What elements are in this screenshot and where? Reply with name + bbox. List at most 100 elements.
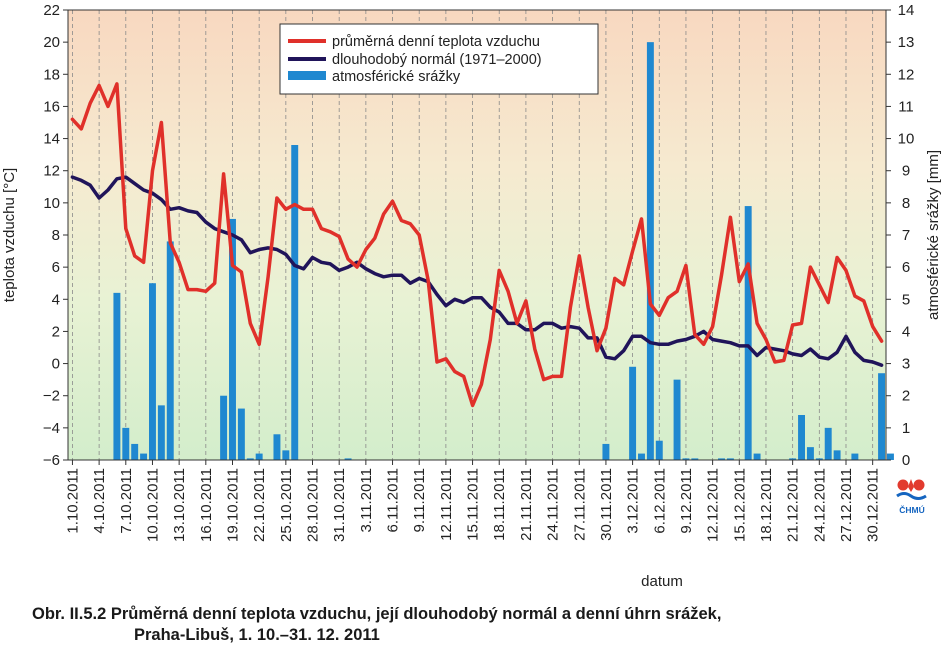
y-right-tick-label: 10 — [898, 131, 915, 148]
precipitation-bar — [886, 453, 894, 460]
x-tick-label: 1.10.2011 — [64, 468, 81, 534]
caption-line-1: Obr. II.5.2 Průměrná denní teplota vzduc… — [32, 605, 722, 623]
y-left-tick-label: 18 — [43, 66, 60, 83]
x-tick-label: 6.12.2011 — [651, 468, 668, 534]
precipitation-bar — [246, 458, 254, 460]
y-left-tick-label: 22 — [43, 2, 60, 19]
chmu-logo-text: ČHMÚ — [899, 505, 925, 515]
x-tick-label: 19.10.2011 — [224, 468, 241, 542]
x-tick-label: 27.11.2011 — [571, 468, 588, 541]
precipitation-bar — [237, 408, 245, 460]
precipitation-bar — [673, 379, 681, 460]
precipitation-bar — [655, 440, 663, 460]
legend-label-precipitation: atmosférické srážky — [332, 69, 461, 85]
y-right-tick-label: 12 — [898, 66, 915, 83]
x-axis-ticks: 1.10.2011 4.10.2011 7.10.2011 10.10.2011 13.… — [64, 460, 882, 542]
y-left-tick-label: 12 — [43, 163, 60, 180]
y-left-tick-label: 20 — [43, 34, 60, 51]
x-tick-label: 21.11.2011 — [518, 468, 535, 541]
y-right-tick-label: 1 — [902, 420, 910, 437]
precipitation-bar — [220, 395, 228, 460]
precipitation-bar — [878, 373, 886, 460]
y-right-tick-label: 6 — [902, 259, 910, 276]
chmu-logo-icon — [896, 479, 927, 500]
left-axis-ticks: −6 −4 −2 0 2 4 6 8 10 12 14 16 18 20 22 — [43, 2, 68, 469]
precipitation-bar — [806, 447, 814, 460]
y-left-tick-label: 8 — [52, 227, 60, 244]
chmu-logo: ČHMÚ — [892, 476, 932, 522]
x-tick-label: 22.10.2011 — [251, 468, 268, 542]
y-left-tick-label: −6 — [43, 452, 60, 469]
precipitation-bar — [798, 415, 806, 460]
x-tick-label: 28.10.2011 — [305, 468, 322, 542]
legend: průměrná denní teplota vzduchu dlouhodob… — [279, 23, 599, 95]
precipitation-bar — [753, 453, 761, 460]
precipitation-bar — [229, 218, 236, 460]
precipitation-bar — [629, 366, 637, 460]
precipitation-bar — [851, 453, 859, 460]
caption-line-2: Praha-Libuš, 1. 10.–31. 12. 2011 — [134, 626, 380, 644]
y-left-tick-label: 6 — [52, 259, 60, 276]
y-left-tick-label: 2 — [52, 323, 60, 340]
daily-temperature-line — [70, 82, 884, 408]
x-tick-label: 13.10.2011 — [171, 468, 188, 542]
x-tick-label: 7.10.2011 — [118, 468, 135, 534]
y-right-tick-label: 3 — [902, 356, 910, 373]
y-right-tick-label: 8 — [902, 195, 910, 212]
x-tick-label: 30.11.2011 — [598, 468, 615, 541]
precipitation-bar — [824, 427, 832, 460]
precipitation-bar — [291, 145, 299, 460]
x-tick-label: 9.11.2011 — [411, 468, 428, 533]
precipitation-bar — [602, 443, 610, 460]
precipitation-bar — [140, 453, 148, 460]
x-tick-label: 24.11.2011 — [545, 468, 562, 541]
x-tick-label: 9.12.2011 — [678, 468, 695, 534]
precipitation-bar — [638, 453, 645, 460]
y-right-tick-label: 5 — [902, 291, 910, 308]
legend-label-temperature: průměrná denní teplota vzduchu — [332, 34, 540, 50]
precipitation-bar — [122, 427, 130, 460]
precipitation-bar — [726, 458, 734, 460]
precipitation-bar — [113, 292, 121, 460]
precipitation-bar — [148, 283, 156, 460]
y-left-tick-label: −4 — [43, 420, 60, 437]
x-tick-label: 24.12.2011 — [811, 468, 828, 542]
y-right-tick-label: 13 — [898, 34, 915, 51]
precipitation-bars — [113, 42, 894, 461]
y-right-tick-label: 14 — [898, 2, 915, 19]
precipitation-bar — [166, 241, 174, 460]
temperature-lines — [70, 82, 884, 408]
precipitation-bar — [682, 458, 690, 460]
precipitation-bar — [157, 405, 165, 460]
precipitation-bar — [718, 458, 725, 460]
x-tick-label: 16.10.2011 — [198, 468, 215, 542]
x-axis-label: datum — [641, 573, 683, 590]
y-right-tick-label: 9 — [902, 163, 910, 180]
y-left-tick-label: −2 — [43, 388, 60, 405]
y-left-tick-label: 10 — [43, 195, 60, 212]
x-tick-label: 27.12.2011 — [838, 468, 855, 542]
x-tick-label: 31.10.2011 — [331, 468, 348, 542]
precipitation-bar — [255, 453, 263, 460]
y-right-tick-label: 0 — [902, 452, 910, 469]
y-right-tick-label: 4 — [902, 323, 910, 340]
precipitation-bar — [273, 434, 281, 460]
precipitation-bar — [131, 443, 139, 460]
precipitation-bar — [282, 450, 290, 460]
precipitation-bar — [646, 42, 654, 461]
y-left-tick-label: 14 — [43, 131, 60, 148]
legend-box — [279, 23, 599, 95]
x-tick-label: 3.11.2011 — [358, 468, 375, 533]
x-tick-label: 18.12.2011 — [758, 468, 775, 542]
x-tick-label: 15.12.2011 — [731, 468, 748, 542]
x-tick-label: 10.10.2011 — [144, 468, 161, 542]
x-tick-label: 3.12.2011 — [625, 468, 642, 534]
y-right-tick-label: 7 — [902, 227, 910, 244]
x-tick-label: 21.12.2011 — [785, 468, 802, 542]
legend-label-normal: dlouhodobý normál (1971–2000) — [332, 52, 542, 68]
x-tick-label: 12.12.2011 — [705, 468, 722, 542]
x-tick-label: 12.11.2011 — [438, 468, 455, 541]
y-left-tick-label: 0 — [52, 356, 60, 373]
